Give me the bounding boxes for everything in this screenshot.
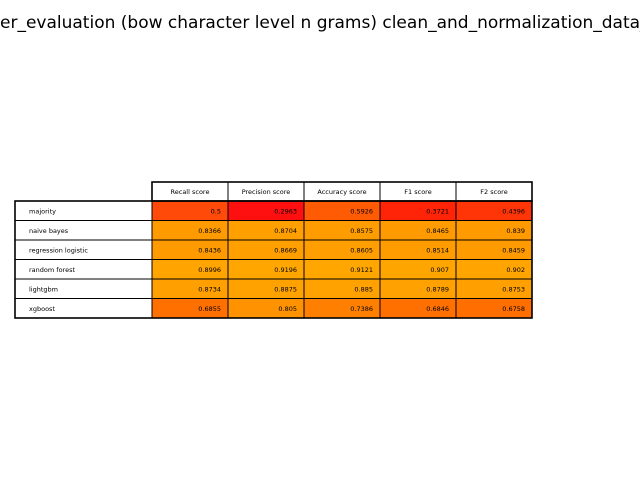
value-label: 0.9196 [274, 266, 297, 274]
column-header: F2 score [480, 188, 507, 196]
value-label: 0.8704 [274, 227, 297, 235]
value-label: 0.885 [354, 285, 373, 293]
value-label: 0.3721 [426, 207, 449, 215]
value-label: 0.8789 [426, 285, 449, 293]
value-label: 0.7386 [350, 305, 373, 313]
value-label: 0.6855 [198, 305, 221, 313]
value-label: 0.6846 [426, 305, 449, 313]
value-label: 0.2963 [274, 207, 297, 215]
row-label: random forest [29, 266, 75, 274]
value-label: 0.8875 [274, 285, 297, 293]
row-label: regression logistic [29, 246, 88, 254]
value-label: 0.8459 [502, 246, 525, 254]
value-label: 0.907 [430, 266, 449, 274]
column-header: F1 score [404, 188, 431, 196]
table-header-border [151, 181, 533, 202]
value-label: 0.8605 [350, 246, 373, 254]
row-label: naive bayes [29, 227, 69, 235]
value-label: 0.5 [211, 207, 221, 215]
value-label: 0.8734 [198, 285, 221, 293]
column-header: Precision score [242, 188, 291, 196]
column-header: Recall score [171, 188, 210, 196]
value-label: 0.8436 [198, 246, 221, 254]
column-header: Accuracy score [317, 188, 366, 196]
value-label: 0.8514 [426, 246, 449, 254]
value-label: 0.8996 [198, 266, 221, 274]
value-label: 0.8575 [350, 227, 373, 235]
row-label: xgboost [29, 305, 55, 313]
value-label: 0.8669 [274, 246, 297, 254]
row-label: majority [29, 207, 56, 215]
table-grid: Recall score Precision score Accuracy scor… [14, 181, 533, 319]
value-label: 0.6758 [502, 305, 525, 313]
row-label: lightgbm [29, 285, 58, 293]
value-label: 0.902 [506, 266, 525, 274]
chart-title: er_evaluation (bow character level n gra… [0, 13, 640, 33]
value-label: 0.8366 [198, 227, 221, 235]
value-label: 0.805 [278, 305, 297, 313]
value-label: 0.8465 [426, 227, 449, 235]
value-label: 0.5926 [350, 207, 373, 215]
value-label: 0.4396 [502, 207, 525, 215]
value-label: 0.839 [506, 227, 525, 235]
value-label: 0.9121 [350, 266, 373, 274]
value-label: 0.8753 [502, 285, 525, 293]
